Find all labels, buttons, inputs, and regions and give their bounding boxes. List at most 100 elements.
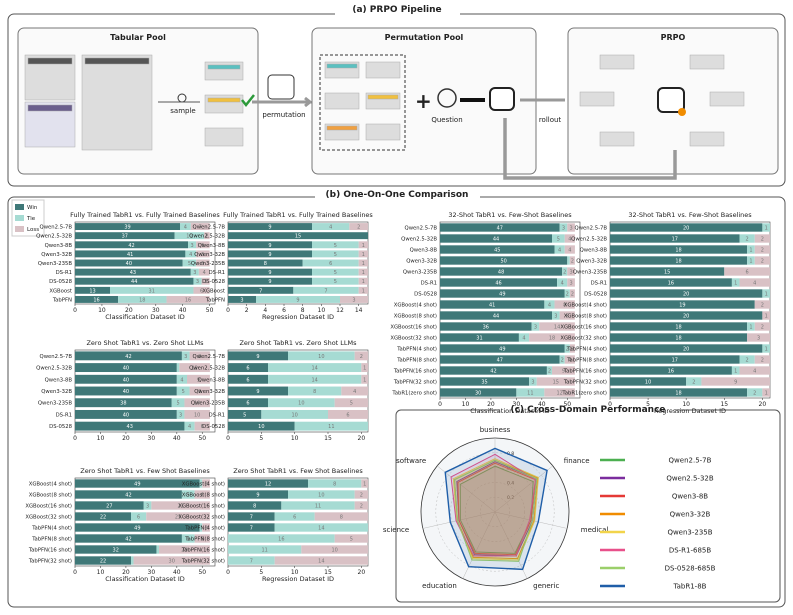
bar-segment bbox=[194, 421, 210, 431]
bar-segment bbox=[354, 351, 368, 361]
value-label: 1 bbox=[765, 226, 768, 232]
value-label: 40 bbox=[126, 261, 132, 267]
bar-segment bbox=[75, 295, 119, 303]
legend-swatch bbox=[15, 215, 24, 221]
chart-title: Fully Trained TabR1 vs. Fully Trained Ba… bbox=[223, 211, 373, 219]
value-label: 6 bbox=[293, 515, 296, 521]
category-label: Qwen2.5-7B bbox=[40, 225, 73, 231]
value-label: 50 bbox=[500, 259, 506, 265]
value-label: 6 bbox=[329, 261, 332, 267]
value-label: 4 bbox=[522, 336, 525, 342]
value-label: 6 bbox=[566, 314, 569, 320]
bar-segment bbox=[312, 223, 350, 231]
bar-segment bbox=[228, 421, 295, 431]
category-label: TabPFN(4 shot) bbox=[31, 526, 72, 532]
bar-segment bbox=[288, 351, 355, 361]
value-label: 3 bbox=[204, 482, 207, 488]
value-label: 10 bbox=[258, 424, 264, 430]
category-label: Qwen2.5-7B bbox=[193, 354, 226, 360]
category-label: DS-0528 bbox=[49, 279, 72, 285]
bar-segment bbox=[531, 322, 540, 331]
bar-segment bbox=[354, 490, 368, 499]
category-label: TabPFN(4 shot) bbox=[566, 347, 607, 353]
bar-segment bbox=[314, 512, 368, 521]
title-bg bbox=[335, 3, 460, 16]
value-label: 49 bbox=[499, 347, 505, 353]
bar-segment bbox=[334, 398, 368, 408]
value-label: 12 bbox=[191, 366, 197, 372]
bar-segment bbox=[274, 523, 368, 532]
bar-segment bbox=[554, 245, 565, 254]
value-label: 4 bbox=[189, 252, 192, 258]
x-tick-label: 20 bbox=[122, 569, 130, 576]
bar-segment bbox=[75, 268, 191, 276]
bar-segment bbox=[75, 556, 131, 565]
value-label: 40 bbox=[123, 366, 129, 372]
value-label: 2 bbox=[571, 292, 574, 298]
x-tick-label: 50 bbox=[198, 569, 206, 576]
bar-segment bbox=[739, 355, 755, 364]
value-label: 18 bbox=[549, 336, 555, 342]
bar-segment bbox=[536, 377, 575, 386]
x-tick-label: 15 bbox=[324, 435, 332, 442]
category-label: DS-0528 bbox=[584, 292, 607, 298]
value-label: 7 bbox=[250, 526, 253, 532]
bar-segment bbox=[440, 234, 552, 243]
category-label: XGBoost(4 shot) bbox=[182, 482, 225, 488]
bar-segment bbox=[739, 234, 755, 243]
x-axis-label: Classification Dataset ID bbox=[105, 313, 185, 321]
value-label: 3 bbox=[204, 526, 207, 532]
bar-segment bbox=[762, 344, 770, 353]
value-label: 3 bbox=[534, 325, 537, 331]
bar-segment bbox=[440, 322, 532, 331]
bar-segment bbox=[228, 295, 256, 303]
value-label: 4 bbox=[561, 281, 564, 287]
category-label: DS-0528 bbox=[414, 292, 437, 298]
value-label: 20 bbox=[683, 226, 689, 232]
legend-label: DS-0528-685B bbox=[665, 565, 716, 573]
r-tick-label: 0.8 bbox=[507, 451, 514, 457]
bar-segment bbox=[440, 223, 560, 232]
category-label: TabPFN(32 shot) bbox=[181, 559, 225, 565]
value-label: 2 bbox=[205, 234, 208, 240]
bar-segment bbox=[358, 241, 368, 249]
x-tick-label: 50 bbox=[563, 401, 571, 408]
bar-segment bbox=[567, 256, 570, 265]
value-label: 43 bbox=[127, 424, 133, 430]
bar-segment bbox=[75, 501, 144, 510]
axis-label: education bbox=[422, 582, 457, 590]
bar-segment bbox=[196, 250, 210, 258]
legend-label: Qwen3-32B bbox=[670, 511, 711, 519]
bar-segment bbox=[166, 295, 210, 303]
x-axis-label: Regression Dataset ID bbox=[262, 575, 334, 583]
bar-segment bbox=[202, 479, 210, 488]
chart-title: 32-Shot TabR1 vs. Few-Shot Baselines bbox=[448, 211, 572, 219]
bar-segment bbox=[686, 377, 702, 386]
bar-segment bbox=[440, 355, 560, 364]
x-tick-label: 5 bbox=[646, 401, 650, 408]
value-label: 30 bbox=[169, 559, 175, 565]
category-label: Qwen2.5-7B bbox=[40, 354, 73, 360]
value-label: 9 bbox=[197, 377, 200, 383]
x-tick-label: 5 bbox=[259, 435, 263, 442]
bar-segment bbox=[529, 333, 575, 342]
value-label: 20 bbox=[683, 292, 689, 298]
axis-label: science bbox=[383, 526, 409, 534]
bar-segment bbox=[610, 377, 687, 386]
bar-segment bbox=[293, 286, 359, 294]
value-label: 48 bbox=[498, 270, 504, 276]
category-label: XGBoost(32 shot) bbox=[25, 515, 72, 521]
value-label: 6 bbox=[201, 537, 204, 543]
value-label: 2 bbox=[761, 358, 764, 364]
bar-segment bbox=[75, 409, 177, 419]
value-label: 5 bbox=[182, 389, 185, 395]
bar-segment bbox=[188, 241, 197, 249]
bar-segment bbox=[176, 363, 180, 373]
value-label: 9 bbox=[296, 297, 299, 303]
x-tick-label: 0 bbox=[73, 307, 77, 314]
value-label: 11 bbox=[186, 234, 192, 240]
bar-segment bbox=[610, 344, 763, 353]
value-label: 6 bbox=[201, 493, 204, 499]
value-label: 11 bbox=[315, 504, 321, 510]
value-label: 17 bbox=[672, 237, 678, 243]
